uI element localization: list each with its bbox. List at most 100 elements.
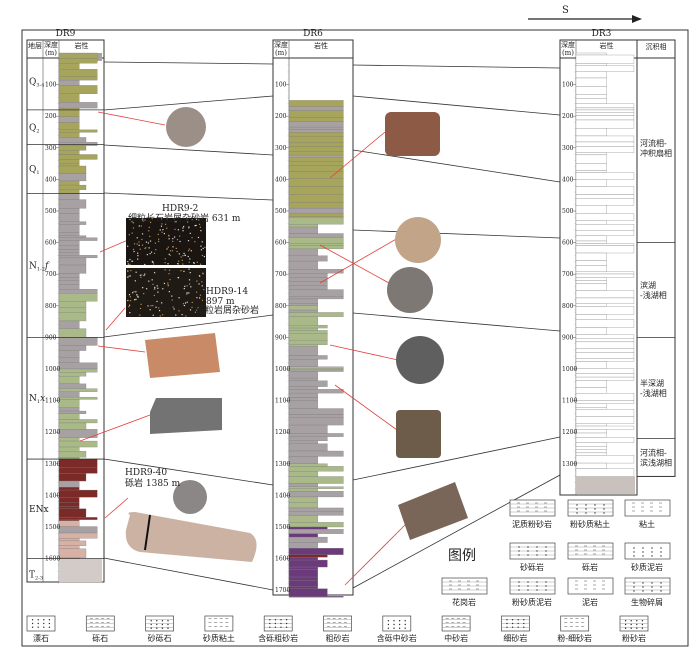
lithology-layer (58, 132, 80, 138)
lithology-layer (58, 76, 98, 81)
lithology-layer (575, 280, 607, 285)
lithology-layer (288, 201, 344, 209)
lithology-layer (288, 245, 344, 250)
sample-pointer-line (99, 239, 129, 253)
lithology-layer (58, 129, 98, 133)
depth-tick-label: 500 (562, 208, 574, 215)
correlation-line (352, 229, 561, 239)
lithology-layer (288, 377, 318, 381)
lithology-layer (58, 232, 80, 236)
lithology-layer (575, 468, 635, 477)
facies-label: 河流相- (640, 138, 667, 148)
lithology-layer (58, 69, 98, 77)
sample-pointer-line (329, 131, 386, 179)
correlation-line (352, 149, 561, 183)
depth-tick-label: 1300 (45, 461, 60, 468)
sample-pointer-line (104, 497, 129, 519)
lithology-layer (575, 373, 635, 378)
legend-label: 生物碎屑 (631, 597, 663, 607)
well-title: DR3 (592, 29, 612, 39)
core-sample-photo (387, 267, 433, 313)
lithology-layer (58, 193, 80, 200)
core-sample-photo (395, 217, 441, 263)
lithology-layer (58, 446, 80, 452)
column-header: 地层 (28, 41, 42, 50)
lithology-layer (575, 423, 607, 427)
legend-swatch (619, 615, 649, 632)
lithology-layer (58, 165, 87, 175)
depth-tick-label: 1200 (275, 429, 290, 436)
lithology-layer (58, 52, 98, 59)
lithology-layer (58, 480, 80, 488)
lithology-layer (575, 213, 635, 221)
lithology-layer (58, 320, 80, 329)
lithology-layer (58, 235, 87, 238)
lithology-layer (288, 154, 344, 158)
lithology-layer (575, 462, 607, 469)
lithology-layer (288, 273, 328, 278)
lithology-layer (575, 437, 635, 443)
depth-tick-label: 1600 (275, 556, 290, 563)
sample-photos (79, 107, 468, 586)
lithology-layer (58, 289, 98, 294)
lithology-layer (575, 98, 607, 104)
legend-label: 花岗岩 (452, 597, 476, 607)
lithology-layer (58, 540, 87, 546)
sample-labels: HDR9-2 细粒长石岩屑杂砂岩 631 m HDR9-14 897 m 细粒岩… (125, 204, 259, 489)
lithology-layer (58, 85, 98, 94)
legend-label: 粉砂质泥岩 (512, 597, 552, 607)
correlation-line (352, 436, 561, 481)
lithology-layer (288, 368, 344, 372)
lithology-layer (575, 179, 607, 187)
lithology-layer (575, 235, 607, 242)
lithology-layer (575, 52, 607, 56)
lithology-layer (288, 566, 318, 570)
lithology-layer (58, 440, 98, 448)
lithology-layer (575, 290, 635, 299)
lithology-layer (288, 359, 318, 367)
lithology-layer (288, 142, 344, 147)
legend-label: 砾岩 (582, 562, 598, 572)
lithology-layer (288, 392, 318, 398)
lithology-layer (58, 520, 80, 527)
lithology-layer (575, 416, 635, 424)
lithology-layer (575, 115, 635, 121)
sample-pointer-line (334, 384, 398, 431)
lithology-layer (58, 451, 87, 458)
lithology-layer (58, 277, 80, 281)
lithology-layer (58, 362, 98, 370)
lithology-layer (58, 437, 80, 442)
lithology-layer (288, 224, 318, 228)
sample-id: HDR9-14 (206, 287, 248, 297)
direction-arrow: S (528, 5, 642, 23)
legend-label: 粗砂岩 (326, 633, 350, 643)
lithology-layer (288, 536, 328, 543)
lithology-layer (288, 433, 344, 437)
depth-tick-label: 1300 (562, 461, 577, 468)
depth-tick-label: 1200 (562, 429, 577, 436)
lithology-layer (58, 189, 80, 194)
lithology-layer (288, 126, 344, 130)
legend-label: 粘土 (639, 519, 655, 529)
lithology-layer (58, 116, 80, 123)
legend-swatch (26, 615, 56, 632)
depth-tick-label: 300 (275, 145, 287, 152)
lithology-layer (58, 473, 87, 482)
lithology-layer (288, 400, 318, 409)
lithology-layer (288, 414, 344, 418)
lithology-layer (58, 273, 80, 278)
depth-tick-label: 200 (45, 113, 57, 120)
lithology-layer (575, 77, 607, 87)
lithology-layer (288, 371, 318, 379)
legend-swatch (263, 615, 293, 632)
core-sample-photo (150, 398, 222, 434)
depth-tick-label: 400 (45, 176, 57, 183)
lithology-layer (58, 184, 87, 190)
sample-pointer-line (97, 345, 146, 353)
lithology-layer (288, 450, 344, 457)
legend-label: 粉砂岩 (622, 633, 646, 643)
column-header: 深度 (561, 40, 575, 49)
lithology-layer (575, 141, 635, 147)
lithology-layer (58, 376, 80, 385)
